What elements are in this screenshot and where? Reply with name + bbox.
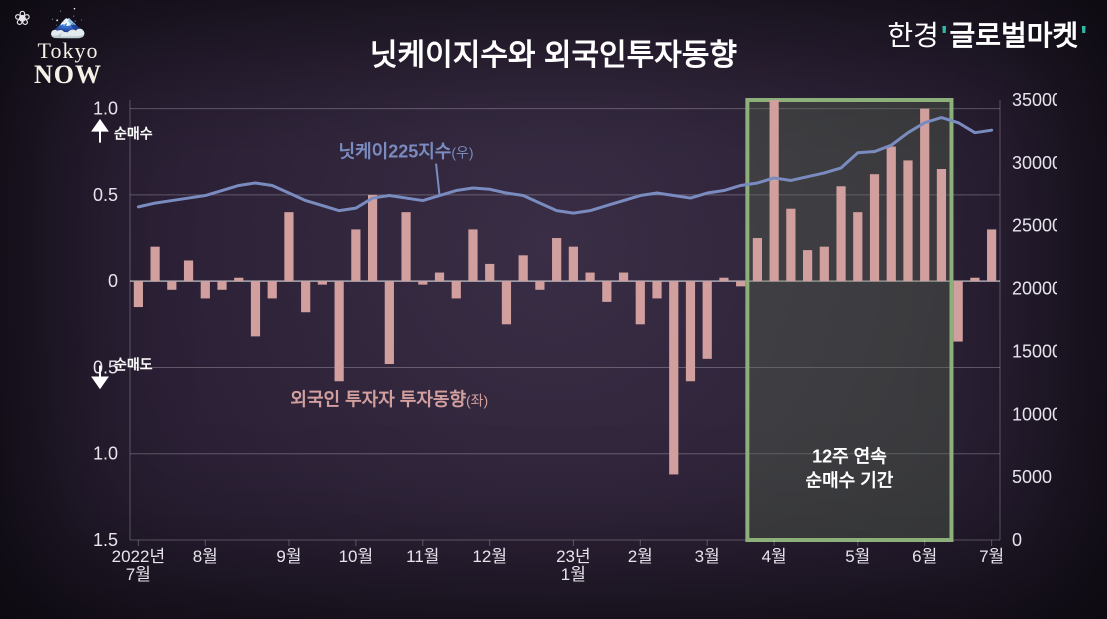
x-tick: 1월	[561, 565, 586, 584]
bar	[719, 278, 728, 281]
x-tick: 7월	[979, 547, 1004, 566]
bar	[502, 281, 511, 324]
bar	[987, 229, 996, 281]
bar	[552, 238, 561, 281]
bar	[150, 247, 159, 282]
right-tick: 25000	[1012, 216, 1057, 236]
x-tick: 5월	[845, 547, 870, 566]
x-tick: 9월	[276, 547, 301, 566]
right-tick: 5000	[1012, 467, 1052, 487]
bar	[368, 195, 377, 281]
label-net-sell: 순매도	[114, 356, 153, 372]
bar	[853, 212, 862, 281]
x-tick: 2022년	[112, 547, 165, 566]
bar	[268, 281, 277, 298]
bar	[887, 147, 896, 282]
highlight-label-2: 순매수 기간	[806, 470, 894, 490]
bar	[703, 281, 712, 359]
bar	[519, 255, 528, 281]
left-tick: 0	[108, 271, 118, 291]
x-tick: 6월	[912, 547, 937, 566]
bar	[301, 281, 310, 312]
bar	[585, 273, 594, 282]
x-tick: 2월	[628, 547, 653, 566]
bar	[234, 278, 243, 281]
bar	[217, 281, 226, 290]
label-foreign-investor: 외국인 투자자 투자동향(좌)	[290, 389, 488, 409]
bar	[770, 100, 779, 281]
highlight-label-1: 12주 연속	[812, 446, 887, 466]
bar	[970, 278, 979, 281]
x-tick: 4월	[762, 547, 787, 566]
right-tick: 30000	[1012, 153, 1057, 173]
right-tick: 10000	[1012, 404, 1057, 424]
left-tick: 0.5	[93, 185, 118, 205]
bar	[602, 281, 611, 302]
bar	[468, 229, 477, 281]
left-tick: 1.0	[93, 99, 118, 119]
bar	[636, 281, 645, 324]
x-tick: 23년	[556, 547, 591, 566]
bar	[753, 238, 762, 281]
bar	[569, 247, 578, 282]
x-tick: 10월	[339, 547, 374, 566]
x-tick: 12월	[472, 547, 507, 566]
bar	[201, 281, 210, 298]
bar	[452, 281, 461, 298]
bar	[184, 260, 193, 281]
bar	[820, 247, 829, 282]
label-net-buy: 순매수	[114, 126, 153, 142]
bar	[920, 109, 929, 282]
chart-area: 1.00.500.51.01.5050001000015000200002500…	[70, 90, 1057, 589]
x-tick: 3월	[695, 547, 720, 566]
bar	[535, 281, 544, 290]
bar	[485, 264, 494, 281]
bar	[318, 281, 327, 284]
right-tick: 15000	[1012, 341, 1057, 361]
right-tick: 0	[1012, 530, 1022, 550]
bar	[836, 186, 845, 281]
left-tick: 1.0	[93, 444, 118, 464]
bar	[401, 212, 410, 281]
bar	[786, 209, 795, 281]
bar	[736, 281, 745, 286]
bar	[167, 281, 176, 290]
bar	[803, 250, 812, 281]
bar	[351, 229, 360, 281]
bar	[937, 169, 946, 281]
bar	[418, 281, 427, 284]
bar	[954, 281, 963, 341]
right-tick: 35000	[1012, 90, 1057, 110]
bar	[435, 273, 444, 282]
bar	[134, 281, 143, 307]
chart-title: 닛케이지수와 외국인투자동향	[0, 30, 1107, 74]
bar	[903, 160, 912, 281]
bar	[251, 281, 260, 336]
x-tick: 8월	[193, 547, 218, 566]
bar	[335, 281, 344, 381]
bar	[652, 281, 661, 298]
label-nikkei: 닛케이225지수(우)	[339, 142, 474, 162]
bar	[284, 212, 293, 281]
bar	[669, 281, 678, 474]
right-tick: 20000	[1012, 279, 1057, 299]
bar	[385, 281, 394, 364]
x-tick: 11월	[406, 547, 439, 566]
bar	[686, 281, 695, 381]
bar	[870, 174, 879, 281]
bar	[619, 273, 628, 282]
x-tick: 7월	[126, 565, 151, 584]
